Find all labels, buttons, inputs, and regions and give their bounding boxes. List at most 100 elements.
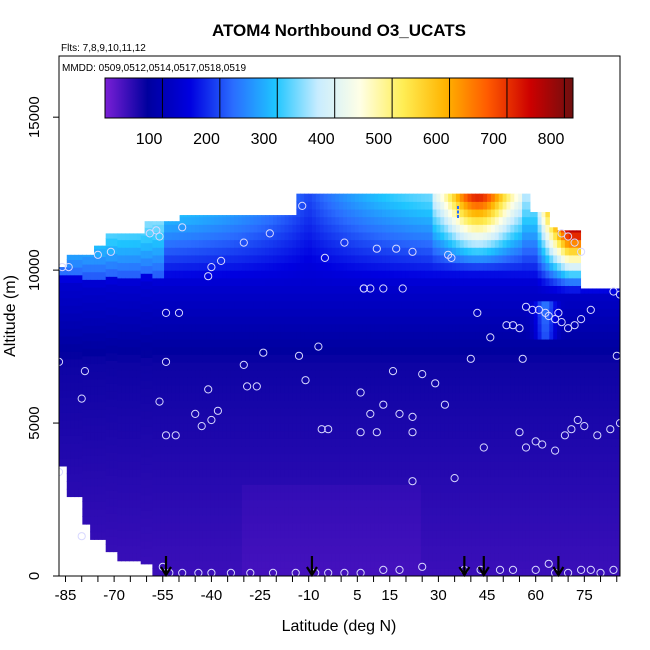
heat-cell — [218, 361, 224, 371]
heat-cell — [284, 308, 290, 317]
heat-cell — [304, 262, 309, 271]
heat-cell — [253, 499, 259, 508]
heat-cell — [327, 568, 332, 576]
heat-cell — [74, 465, 80, 475]
heat-cell — [455, 461, 461, 470]
heat-cell — [261, 377, 266, 386]
heat-cell — [424, 530, 430, 539]
heat-cell — [401, 254, 406, 264]
heat-cell — [448, 308, 453, 317]
heat-cell — [132, 415, 138, 424]
heat-cell — [452, 507, 457, 516]
heat-cell — [234, 384, 239, 394]
heat-cell — [350, 392, 356, 401]
heat-cell — [245, 239, 251, 248]
heat-cell — [82, 378, 87, 387]
heat-cell — [109, 421, 115, 430]
heat-cell — [292, 553, 297, 562]
heat-cell — [362, 369, 368, 378]
heat-cell — [125, 331, 130, 340]
heat-cell — [420, 407, 426, 417]
heat-cell — [284, 216, 290, 225]
heat-cell — [167, 361, 173, 371]
heat-cell — [249, 277, 255, 287]
heat-cell — [471, 446, 476, 455]
heat-cell — [132, 361, 138, 371]
heat-cell — [187, 215, 192, 218]
heat-cell — [417, 293, 422, 302]
heat-cell — [300, 361, 305, 371]
heat-cell — [144, 517, 150, 527]
heat-cell — [424, 507, 430, 516]
heat-cell — [459, 423, 465, 432]
heat-cell — [463, 247, 469, 256]
heat-cell — [413, 193, 418, 202]
heat-cell — [444, 491, 449, 501]
heat-cell — [358, 308, 364, 317]
heat-cell — [420, 461, 426, 470]
heat-cell — [448, 277, 453, 287]
heat-cell — [354, 231, 360, 241]
heat-cell — [311, 300, 317, 309]
heat-cell — [343, 216, 348, 225]
heat-cell — [218, 323, 224, 332]
heat-cell — [463, 553, 469, 562]
heat-cell — [261, 277, 266, 287]
heat-cell — [397, 338, 403, 348]
heat-cell — [222, 247, 227, 256]
heat-cell — [164, 392, 169, 401]
heat-cell — [226, 369, 231, 378]
heat-cell — [331, 208, 336, 218]
heat-cell — [226, 254, 231, 264]
heat-cell — [206, 499, 212, 508]
heat-cell — [374, 224, 379, 233]
heat-cell — [413, 254, 418, 264]
heat-cell — [296, 316, 301, 325]
heat-cell — [179, 308, 185, 317]
heat-cell — [218, 461, 224, 470]
heat-cell — [206, 468, 212, 478]
heat-cell — [144, 494, 150, 504]
heat-cell — [335, 231, 340, 241]
heat-cell — [358, 377, 364, 386]
heat-cell — [385, 247, 391, 256]
heat-cell — [420, 537, 426, 547]
heat-cell — [265, 522, 270, 531]
heat-cell — [374, 514, 379, 524]
heat-cell — [191, 247, 196, 256]
heat-cell — [315, 453, 321, 462]
heat-cell — [140, 456, 146, 465]
heat-cell — [366, 522, 371, 531]
heat-cell — [280, 369, 286, 378]
heat-cell — [97, 386, 103, 395]
heat-cell — [385, 407, 391, 417]
heat-cell — [241, 247, 247, 256]
heat-cell — [70, 435, 76, 444]
heat-cell — [440, 468, 445, 478]
heat-cell — [261, 423, 266, 432]
heat-cell — [339, 446, 344, 455]
heat-cell — [97, 279, 103, 288]
heat-cell — [202, 354, 208, 363]
heat-cell — [315, 293, 321, 302]
heat-cell — [269, 224, 274, 233]
heat-cell — [269, 277, 274, 287]
heat-cell — [467, 224, 473, 233]
heat-cell — [381, 354, 387, 363]
heat-cell — [214, 560, 220, 569]
heat-cell — [448, 453, 453, 462]
heat-cell — [335, 476, 340, 485]
heat-cell — [245, 407, 251, 417]
heat-cell — [417, 407, 422, 417]
heat-cell — [397, 461, 403, 470]
heat-cell — [381, 514, 387, 524]
heat-cell — [59, 274, 64, 283]
heat-cell — [358, 392, 364, 401]
heat-cell — [393, 553, 399, 562]
heat-cell — [323, 522, 329, 531]
heat-cell — [218, 568, 224, 576]
heat-cell — [249, 537, 255, 547]
heat-cell — [269, 468, 274, 478]
heat-cell — [459, 545, 465, 554]
heat-cell — [308, 468, 313, 478]
